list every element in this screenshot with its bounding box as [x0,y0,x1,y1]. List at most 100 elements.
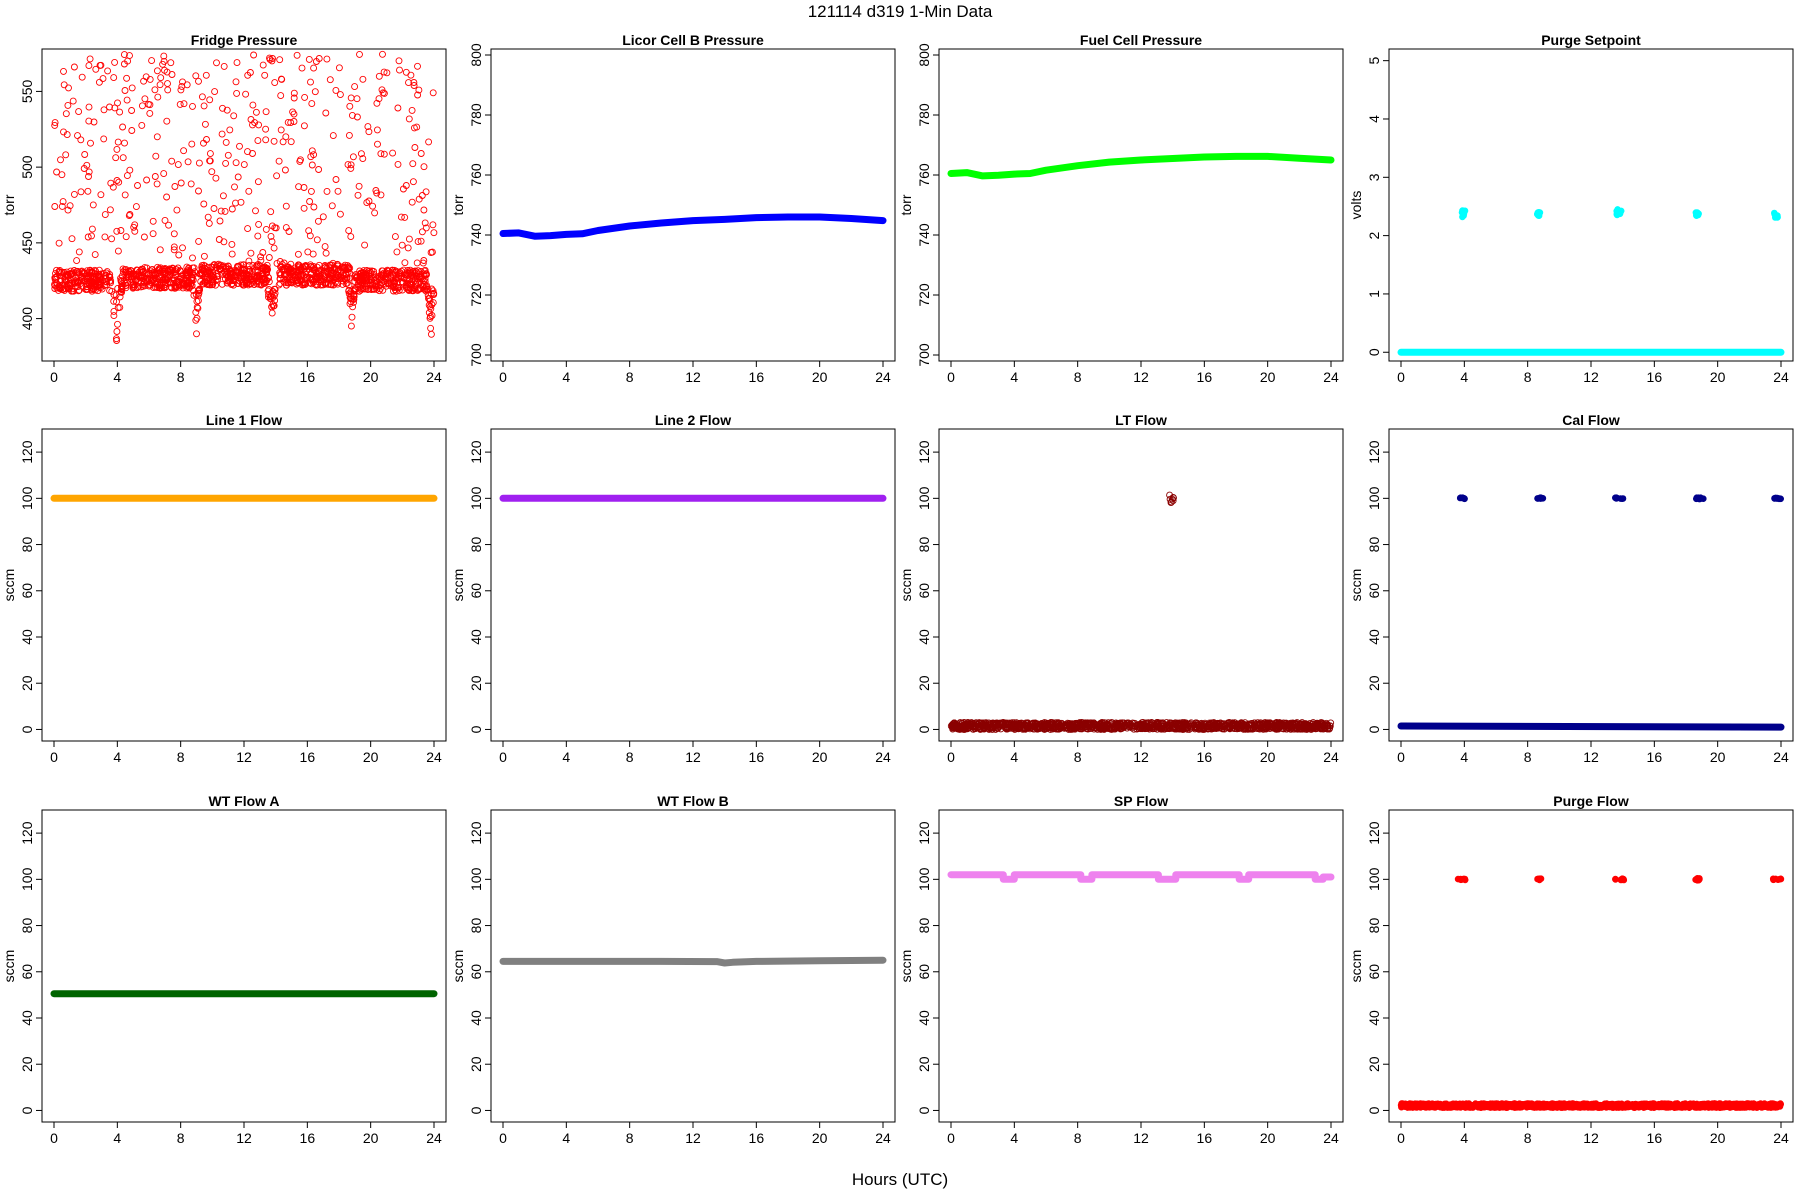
data-point [160,275,168,283]
y-tick-label: 60 [916,964,932,980]
data-point [172,268,180,276]
data-point [55,239,63,247]
data-point [192,316,200,324]
x-tick-label: 4 [1460,1130,1468,1146]
data-point [1619,875,1626,883]
y-tick-label: 60 [19,583,35,599]
y-axis-label: torr [450,194,466,215]
data-point [62,110,70,118]
data-series [947,491,1335,733]
data-point [408,198,416,206]
y-tick-label: 0 [1366,1106,1382,1114]
y-tick-label: 0 [468,725,484,733]
data-point [220,62,228,70]
data-point [107,277,115,285]
data-point [252,108,260,116]
data-point [228,250,236,258]
data-point [336,274,344,282]
data-point [1777,495,1784,503]
data-point [351,83,359,91]
y-tick-label: 1 [1366,290,1382,298]
y-tick-label: 60 [468,964,484,980]
data-point [268,309,276,317]
data-point [205,267,213,274]
data-point [225,265,233,273]
data-point [308,100,316,108]
data-point [103,278,111,286]
x-tick-label: 16 [300,1130,316,1146]
data-point [398,241,406,249]
data-point [1772,875,1779,883]
x-tick-label: 12 [236,1130,252,1146]
data-point [220,262,228,270]
data-point [91,251,99,259]
x-tick-label: 20 [363,369,379,385]
data-point [411,144,419,151]
data-point [97,274,105,281]
data-point [267,208,275,216]
data-point [140,233,148,241]
data-point [408,106,416,114]
y-tick-label: 780 [468,103,484,127]
data-point [180,147,188,155]
data-point [259,61,267,69]
data-point [139,272,146,280]
data-point [189,102,196,110]
data-point [244,225,252,233]
x-tick-label: 4 [113,369,121,385]
data-point [179,271,187,279]
panel-title: Purge Flow [1553,793,1629,809]
y-tick-label: 20 [1366,1056,1382,1072]
data-point [253,280,261,288]
data-point [138,268,146,276]
data-point [154,93,162,101]
x-tick-label: 4 [1460,749,1468,765]
y-tick-label: 80 [916,537,932,553]
data-point [345,227,353,235]
x-tick-label: 24 [875,749,891,765]
x-tick-label: 16 [1647,1130,1663,1146]
x-tick-label: 0 [50,1130,58,1146]
data-point [121,87,129,94]
data-point [139,265,147,273]
data-point [201,277,209,285]
data-point [1662,1100,1669,1108]
y-tick-label: 60 [19,964,35,980]
data-point [65,84,72,92]
data-point [70,63,78,71]
y-axis-label: sccm [450,950,466,983]
data-point [228,205,236,213]
data-point [106,274,114,282]
x-tick-label: 12 [1583,1130,1599,1146]
y-tick-label: 3 [1366,173,1382,181]
data-point [51,282,59,290]
x-tick-label: 0 [499,369,507,385]
data-point [230,281,237,289]
data-point [1459,207,1466,214]
data-point [64,101,72,109]
data-point [96,275,104,283]
y-tick-label: 120 [19,821,35,845]
data-point [359,75,367,83]
y-axis-label: sccm [1348,950,1364,983]
x-tick-label: 16 [300,369,316,385]
data-point [335,64,343,72]
y-tick-label: 60 [1366,964,1382,980]
data-point [371,209,379,217]
data-point [74,278,82,286]
data-point [114,138,122,146]
y-tick-label: 40 [468,1010,484,1026]
data-point [117,227,125,234]
data-point [222,138,230,146]
data-point [209,278,217,286]
data-point [232,78,240,86]
data-point [343,279,351,287]
y-tick-label: 60 [916,583,932,599]
data-point [311,88,319,96]
x-tick-label: 20 [1710,369,1726,385]
plot-frame [41,428,447,742]
y-axis-label: volts [1348,191,1364,220]
